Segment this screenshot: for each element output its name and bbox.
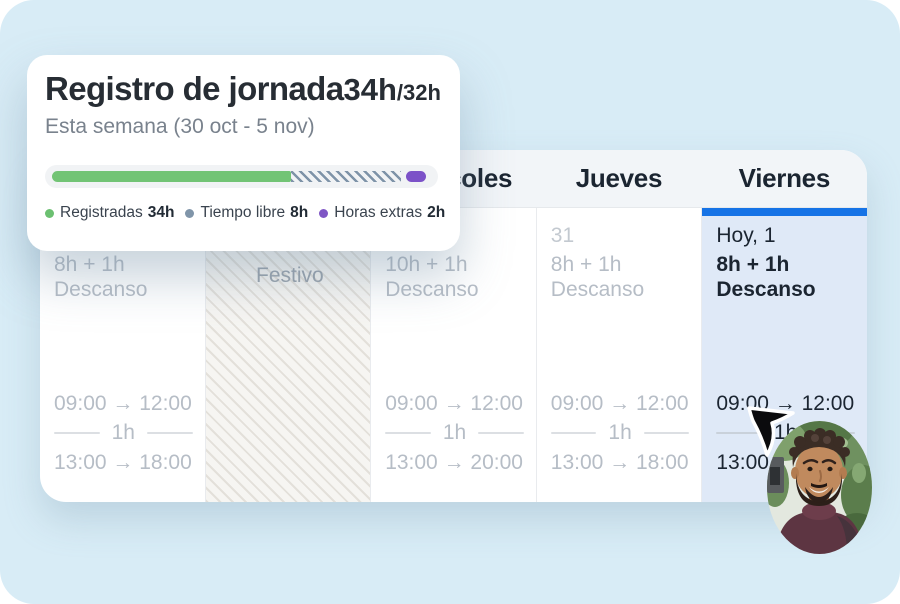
break-row: 1h	[385, 421, 524, 444]
scheduled-hours: 8h + 1h	[550, 253, 622, 276]
break-row: 1h	[550, 421, 690, 444]
divider	[54, 432, 100, 434]
legend-label: Registradas	[60, 204, 143, 221]
afternoon-shift: 13:00 → 18:00	[54, 451, 192, 474]
legend-value: 34h	[147, 204, 175, 221]
day-column-wednesday[interactable]: 10h + 1h Descanso 09:00 → 12:00 1h 13:00…	[371, 208, 537, 502]
rest-label: Descanso	[385, 278, 479, 301]
holiday-label: Festivo	[256, 264, 324, 287]
scheduled-hours: 8h + 1h	[54, 253, 125, 276]
day-column-thursday[interactable]: 31 8h + 1h Descanso 09:00 → 12:00 1h 13:…	[537, 208, 703, 502]
scheduled-hours: 10h + 1h	[385, 253, 468, 276]
rest-label: Descanso	[54, 278, 148, 301]
legend-item-registradas: Registradas 34h	[45, 204, 174, 222]
progress-legend: Registradas 34h Tiempo libre 8h Horas ex…	[45, 204, 445, 222]
legend-value: 8h	[290, 204, 309, 221]
day-header-thursday[interactable]: Jueves	[575, 163, 663, 193]
cursor-arrow-icon	[743, 405, 797, 461]
rest-label: Descanso	[550, 278, 645, 301]
legend-label: Horas extras	[334, 204, 423, 221]
morning-shift: 09:00 → 12:00	[550, 392, 689, 415]
afternoon-shift: 13:00 → 20:00	[385, 451, 523, 474]
cursor-arrow-shape	[747, 406, 795, 457]
day-number: 31	[550, 224, 575, 247]
segment-horas-extras	[405, 171, 426, 182]
break-duration: 1h	[111, 421, 135, 444]
progress-segments	[52, 171, 431, 182]
card-title: Registro de jornada	[45, 70, 344, 107]
legend-item-tiempo-libre: Tiempo libre 8h	[185, 204, 308, 222]
purple-dot-icon	[319, 208, 329, 218]
morning-shift: 09:00 → 12:00	[385, 392, 523, 415]
segment-tiempo-libre	[290, 171, 401, 182]
break-row: 1h	[54, 421, 193, 444]
worktime-summary-card: Registro de jornada 34h/32h Esta semana …	[27, 55, 460, 251]
time-entries: 09:00 → 12:00 1h 13:00 → 20:00	[385, 391, 524, 475]
divider	[643, 432, 690, 434]
divider	[146, 432, 193, 434]
afternoon-shift: 13:00	[716, 451, 769, 474]
break-duration: 1h	[608, 421, 632, 444]
green-dot-icon	[45, 208, 54, 218]
divider	[478, 432, 524, 434]
break-duration: 1h	[442, 421, 467, 444]
legend-value: 2h	[427, 204, 446, 221]
segment-registradas	[52, 171, 291, 182]
day-column-holiday[interactable]: Festivo	[206, 208, 372, 502]
time-entries: 09:00 → 12:00 1h 13:00 → 18:00	[550, 391, 690, 475]
afternoon-shift: 13:00 → 18:00	[550, 451, 689, 474]
steel-dot-icon	[185, 208, 195, 218]
legend-label: Tiempo libre	[200, 204, 286, 221]
divider	[550, 432, 597, 434]
hours-total: /32h	[396, 80, 441, 105]
morning-shift: 09:00 → 12:00	[54, 392, 192, 415]
rest-label: Descanso	[716, 278, 816, 301]
week-range-subtitle: Esta semana (30 oct - 5 nov)	[45, 115, 315, 138]
card-header: Registro de jornada 34h/32h	[45, 70, 441, 108]
day-header-friday[interactable]: Viernes	[738, 163, 831, 193]
divider	[716, 432, 762, 434]
progress-bar	[45, 165, 438, 188]
divider	[385, 432, 431, 434]
scheduled-hours: 8h + 1h	[716, 253, 790, 276]
hours-counter: 34h/32h	[344, 72, 441, 108]
legend-item-horas-extras: Horas extras 2h	[319, 204, 445, 222]
hours-registered: 34h	[343, 72, 397, 107]
time-entries: 09:00 → 12:00 1h 13:00 → 18:00	[54, 391, 193, 475]
day-number-today: Hoy, 1	[716, 224, 776, 247]
calendar-body: 8h + 1h Descanso 09:00 → 12:00 1h 13:00 …	[40, 208, 867, 502]
day-column-monday[interactable]: 8h + 1h Descanso 09:00 → 12:00 1h 13:00 …	[40, 208, 206, 502]
today-accent-bar	[702, 208, 867, 216]
